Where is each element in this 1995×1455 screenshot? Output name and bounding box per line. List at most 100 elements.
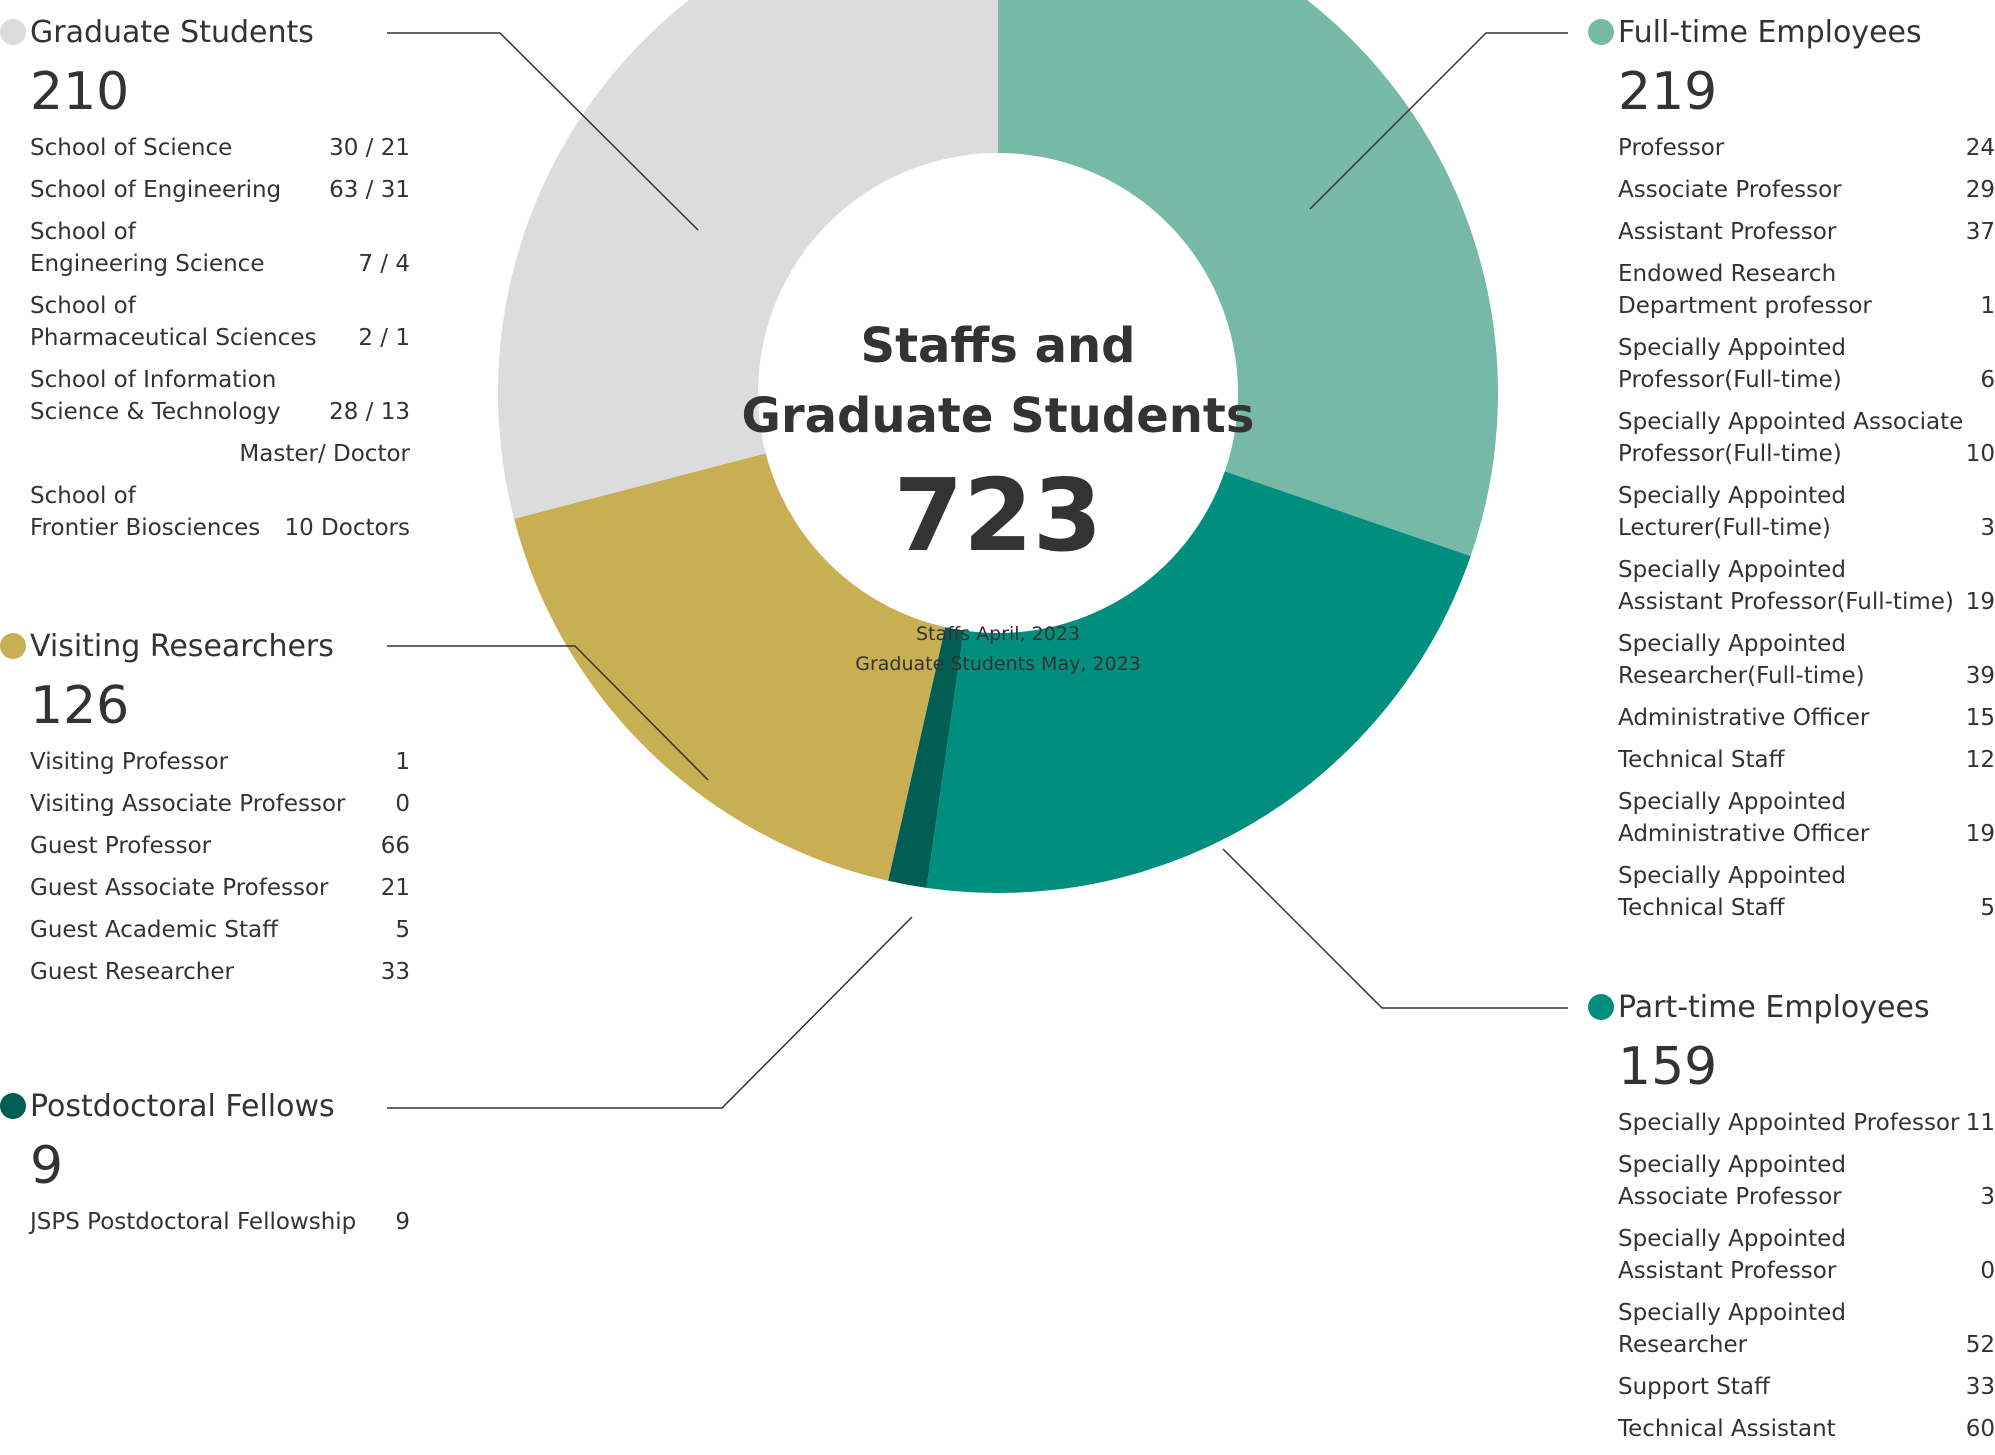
- item-value: 5: [395, 917, 410, 943]
- item-label: Technical Assistant: [1618, 1416, 1836, 1442]
- item-value: 3: [1980, 1184, 1995, 1210]
- item-value: 19: [1965, 589, 1995, 615]
- group-graduate-header: Graduate Students: [0, 12, 410, 52]
- item-value: 66: [380, 833, 410, 859]
- item-label: Specially Appointed Associate Professor(…: [1618, 409, 1964, 467]
- list-item: School of Information Science & Technolo…: [30, 364, 410, 428]
- list-item: Endowed Research Department professor 1: [1618, 258, 1995, 322]
- group-visiting: Visiting Researchers 126 Visiting Profes…: [0, 626, 410, 998]
- list-item: School of Engineering 63 / 31: [30, 174, 410, 206]
- center-title-line-1: Staffs and: [861, 318, 1136, 374]
- list-item: School of Frontier Biosciences 10 Doctor…: [30, 480, 410, 544]
- item-value: 7 / 4: [358, 251, 410, 277]
- item-label: JSPS Postdoctoral Fellowship: [30, 1209, 357, 1235]
- leader-line-fulltime: [1309, 32, 1568, 210]
- item-value: 63 / 31: [329, 177, 410, 203]
- list-item: Guest Associate Professor 21: [30, 872, 410, 904]
- item-value: 10: [1965, 441, 1995, 467]
- item-value: 37: [1965, 219, 1995, 245]
- item-label: Administrative Officer: [1618, 705, 1870, 731]
- item-value: 29: [1965, 177, 1995, 203]
- group-graduate: Graduate Students 210 School of Science 3…: [0, 12, 410, 554]
- list-item: Specially Appointed Researcher 52: [1618, 1297, 1995, 1361]
- list-item: Specially Appointed Technical Staff 5: [1618, 860, 1995, 924]
- item-label: Specially Appointed Assistant Professor: [1618, 1226, 1846, 1284]
- item-value: 2 / 1: [358, 325, 410, 351]
- item-label: Endowed Research Department professor: [1618, 261, 1872, 319]
- item-value: 15: [1965, 705, 1995, 731]
- item-label: Specially Appointed Professor: [1618, 1110, 1960, 1136]
- leader-line-parttime: [1222, 848, 1568, 1009]
- item-label: School of Pharmaceutical Sciences: [30, 293, 317, 351]
- item-label: Guest Academic Staff: [30, 917, 278, 943]
- graduate-legend-dot: [0, 19, 26, 45]
- group-parttime-header: Part-time Employees: [1588, 987, 1995, 1027]
- parttime-legend-dot: [1588, 994, 1614, 1020]
- donut-slice-graduate-students: [498, 0, 998, 519]
- item-value: 52: [1965, 1332, 1995, 1358]
- list-item: Specially Appointed Professor(Full-time)…: [1618, 332, 1995, 396]
- group-fulltime-header: Full-time Employees: [1588, 12, 1995, 52]
- item-value: 0: [395, 791, 410, 817]
- group-postdoc-header: Postdoctoral Fellows: [0, 1086, 410, 1126]
- graduate-note: Master/ Doctor: [239, 441, 410, 467]
- item-label: Specially Appointed Professor(Full-time): [1618, 335, 1846, 393]
- list-item: Assistant Professor 37: [1618, 216, 1995, 248]
- list-item: Specially Appointed Assistant Professor 0: [1618, 1223, 1995, 1287]
- visiting-items: Visiting Professor 1 Visiting Associate Pr…: [30, 746, 410, 988]
- list-item: Support Staff 33: [1618, 1371, 1995, 1403]
- list-item: School of Pharmaceutical Sciences 2 / 1: [30, 290, 410, 354]
- visiting-legend-dot: [0, 633, 26, 659]
- item-value: 24: [1965, 135, 1995, 161]
- center-title-line-2: Graduate Students: [742, 388, 1255, 444]
- item-label: School of Engineering Science: [30, 219, 265, 277]
- item-value: 21: [380, 875, 410, 901]
- list-item: Associate Professor 29: [1618, 174, 1995, 206]
- item-value: 39: [1965, 663, 1995, 689]
- parttime-items: Specially Appointed Professor 11 Specially…: [1618, 1107, 1995, 1445]
- leader-line-postdoc: [387, 916, 913, 1109]
- item-label: Specially Appointed Researcher(Full-time…: [1618, 631, 1865, 689]
- center-note-staffs: Staffs April, 2023: [916, 623, 1080, 645]
- list-item: Guest Academic Staff 5: [30, 914, 410, 946]
- list-item: Visiting Associate Professor 0: [30, 788, 410, 820]
- item-value: 1: [1980, 293, 1995, 319]
- leader-line-visiting: [387, 645, 709, 781]
- group-visiting-title: Visiting Researchers: [30, 628, 334, 664]
- group-parttime-total: 159: [1618, 1037, 1718, 1097]
- group-fulltime-total: 219: [1618, 62, 1718, 122]
- center-total: 723: [894, 457, 1103, 574]
- item-label: School of Engineering: [30, 177, 282, 203]
- postdoc-items: JSPS Postdoctoral Fellowship 9: [30, 1206, 410, 1238]
- group-fulltime: Full-time Employees 219 Professor 24 Assoc…: [1588, 12, 1995, 934]
- donut-slice-full-time-employees: [998, 0, 1498, 557]
- donut-slice-postdoctoral-fellows: [888, 627, 964, 888]
- item-label: Specially Appointed Administrative Offic…: [1618, 789, 1870, 847]
- item-label: Specially Appointed Lecturer(Full-time): [1618, 483, 1846, 541]
- group-visiting-header: Visiting Researchers: [0, 626, 410, 666]
- item-label: Specially Appointed Researcher: [1618, 1300, 1846, 1358]
- item-label: Guest Researcher: [30, 959, 234, 985]
- item-value: 60: [1965, 1416, 1995, 1442]
- postdoc-legend-dot: [0, 1093, 26, 1119]
- donut-slice-part-time-employees: [926, 471, 1471, 894]
- item-label: School of Information Science & Technolo…: [30, 367, 281, 425]
- list-item: Guest Professor 66: [30, 830, 410, 862]
- list-item: Specially Appointed Associate Professor(…: [1618, 406, 1995, 470]
- graduate-note-wrap: Master/ Doctor School of Frontier Biosci…: [30, 438, 410, 544]
- item-label: Guest Associate Professor: [30, 875, 329, 901]
- list-item: Specially Appointed Administrative Offic…: [1618, 786, 1995, 850]
- item-value: 19: [1965, 821, 1995, 847]
- fulltime-items: Professor 24 Associate Professor 29 Assistan…: [1618, 132, 1995, 924]
- group-postdoc-total: 9: [30, 1136, 64, 1196]
- item-value: 6: [1980, 367, 1995, 393]
- item-label: Visiting Professor: [30, 749, 229, 775]
- list-item: School of Engineering Science 7 / 4: [30, 216, 410, 280]
- item-value: 5: [1980, 895, 1995, 921]
- item-label: School of Science: [30, 135, 233, 161]
- donut-slice-visiting-researchers: [514, 453, 946, 881]
- item-label: Specially Appointed Technical Staff: [1618, 863, 1846, 921]
- group-graduate-title: Graduate Students: [30, 14, 314, 50]
- item-value: 12: [1965, 747, 1995, 773]
